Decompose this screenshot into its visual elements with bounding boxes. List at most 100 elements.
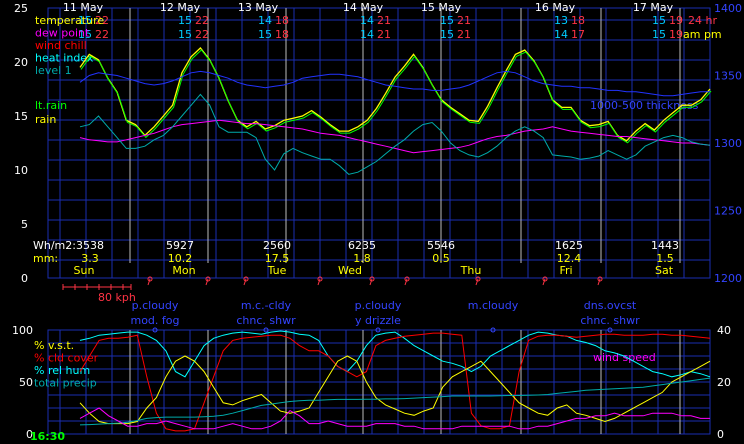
wind-marker (147, 276, 153, 282)
wind-marker-tail (542, 278, 546, 286)
wind-marker (475, 276, 481, 282)
series-wind-speed (79, 407, 710, 430)
day-label: Thu (460, 264, 482, 277)
mm-value: 1.8 (353, 252, 371, 265)
temp-min: 15 (78, 14, 92, 27)
time-label: 16:30 (30, 430, 65, 443)
mm-value: 10.2 (168, 252, 193, 265)
temp-max: 21 (377, 14, 391, 27)
date-label: 16 May (535, 1, 576, 14)
temp-min: 15 (652, 14, 666, 27)
y-right-tick: 1200 (714, 272, 742, 285)
legend-total-precip: total precip (34, 377, 97, 390)
wh-value: 2560 (263, 239, 291, 252)
thickness-label: 1000-500 thickness (590, 99, 699, 112)
dew-max: 19 (669, 28, 683, 41)
temp-min: 15 (440, 14, 454, 27)
wind-marker-tail (243, 278, 247, 286)
wind-scale-label: 80 kph (98, 291, 136, 304)
legend--cld-cover: % cld cover (34, 352, 99, 365)
date-label: 13 May (238, 1, 279, 14)
y-right-tick: 1350 (714, 70, 742, 83)
wind-marker-tail (369, 278, 373, 286)
mm-value: 0.5 (432, 252, 450, 265)
wind-marker-tail (147, 278, 151, 286)
day-label: Sun (74, 264, 95, 277)
wh-value: 5927 (166, 239, 194, 252)
series--v-s-t- (79, 355, 711, 425)
legend-rain: rain (35, 113, 56, 126)
y-right-tick: 1300 (714, 137, 742, 150)
dew-min: 15 (78, 28, 92, 41)
series-temperature (79, 47, 711, 142)
top-plot-frame (47, 7, 711, 279)
y-left-tick: 0 (26, 428, 33, 441)
series-1000-500-thickness (79, 70, 710, 97)
weather-condition: p.cloudy (132, 299, 179, 312)
dew-max: 21 (457, 28, 471, 41)
wh-label: Wh/m2: (33, 239, 76, 252)
dew-min: 14 (554, 28, 568, 41)
weather-marker (607, 327, 613, 333)
series-level-1 (79, 93, 711, 175)
dew-max: 22 (195, 28, 209, 41)
ampm-label: am pm (683, 28, 722, 41)
date-label: 11 May (63, 1, 104, 14)
legend--v-s-t-: % v.s.t. (34, 339, 74, 352)
temp-max: 18 (571, 14, 585, 27)
mm-value: 3.3 (81, 252, 99, 265)
temp-max: 21 (457, 14, 471, 27)
weather-condition: m.c.-cldy (241, 299, 292, 312)
dew-min: 14 (360, 28, 374, 41)
legend-ltrain: lt.rain (35, 99, 67, 112)
date-label: 12 May (160, 1, 201, 14)
y-left-tick: 15 (14, 110, 28, 123)
dew-min: 15 (440, 28, 454, 41)
wind-marker-tail (404, 278, 408, 286)
wind-marker (369, 276, 375, 282)
wh-value: 3538 (76, 239, 104, 252)
mm-value: 17.5 (265, 252, 290, 265)
day-label: Fri (559, 264, 572, 277)
temp-min: 14 (360, 14, 374, 27)
wind-marker (205, 276, 211, 282)
weather-marker (375, 327, 381, 333)
wind-marker (404, 276, 410, 282)
date-label: 14 May (343, 1, 384, 14)
dew-max: 22 (95, 28, 109, 41)
mm-label: mm: (33, 252, 58, 265)
wind-marker-tail (205, 278, 209, 286)
y-right-tick: 40 (717, 324, 731, 337)
y-left-tick: 20 (14, 56, 28, 69)
legend-temperature: temperature (35, 14, 104, 27)
y-left-tick: 100 (12, 324, 33, 337)
temp-max: 19 (669, 14, 683, 27)
dew-min: 15 (652, 28, 666, 41)
day-label: Mon (172, 264, 195, 277)
legend-heat-index: heat index (35, 52, 94, 65)
weather-detail: mod. fog (130, 314, 179, 327)
weather-marker (263, 327, 269, 333)
temp-min: 14 (258, 14, 272, 27)
y-left-tick: 50 (19, 376, 33, 389)
dew-max: 18 (275, 28, 289, 41)
wh-value: 1443 (651, 239, 679, 252)
day-label: Wed (338, 264, 362, 277)
date-label: 17 May (633, 1, 674, 14)
wind-marker-tail (317, 278, 321, 286)
y-right-tick: 0 (717, 428, 724, 441)
dew-min: 15 (178, 28, 192, 41)
weather-detail: chnc. shwr (236, 314, 296, 327)
y-left-tick: 10 (14, 164, 28, 177)
weather-condition: m.cloudy (468, 299, 519, 312)
weather-marker (152, 327, 158, 333)
wind-marker (243, 276, 249, 282)
wind-marker (542, 276, 548, 282)
temp-max: 22 (195, 14, 209, 27)
weather-condition: p.cloudy (355, 299, 402, 312)
wind-marker-tail (475, 278, 479, 286)
series-lt-rain-overlay (80, 49, 712, 144)
y-right-tick: 1400 (714, 2, 742, 15)
legend--rel-hum: % rel hum (34, 364, 90, 377)
